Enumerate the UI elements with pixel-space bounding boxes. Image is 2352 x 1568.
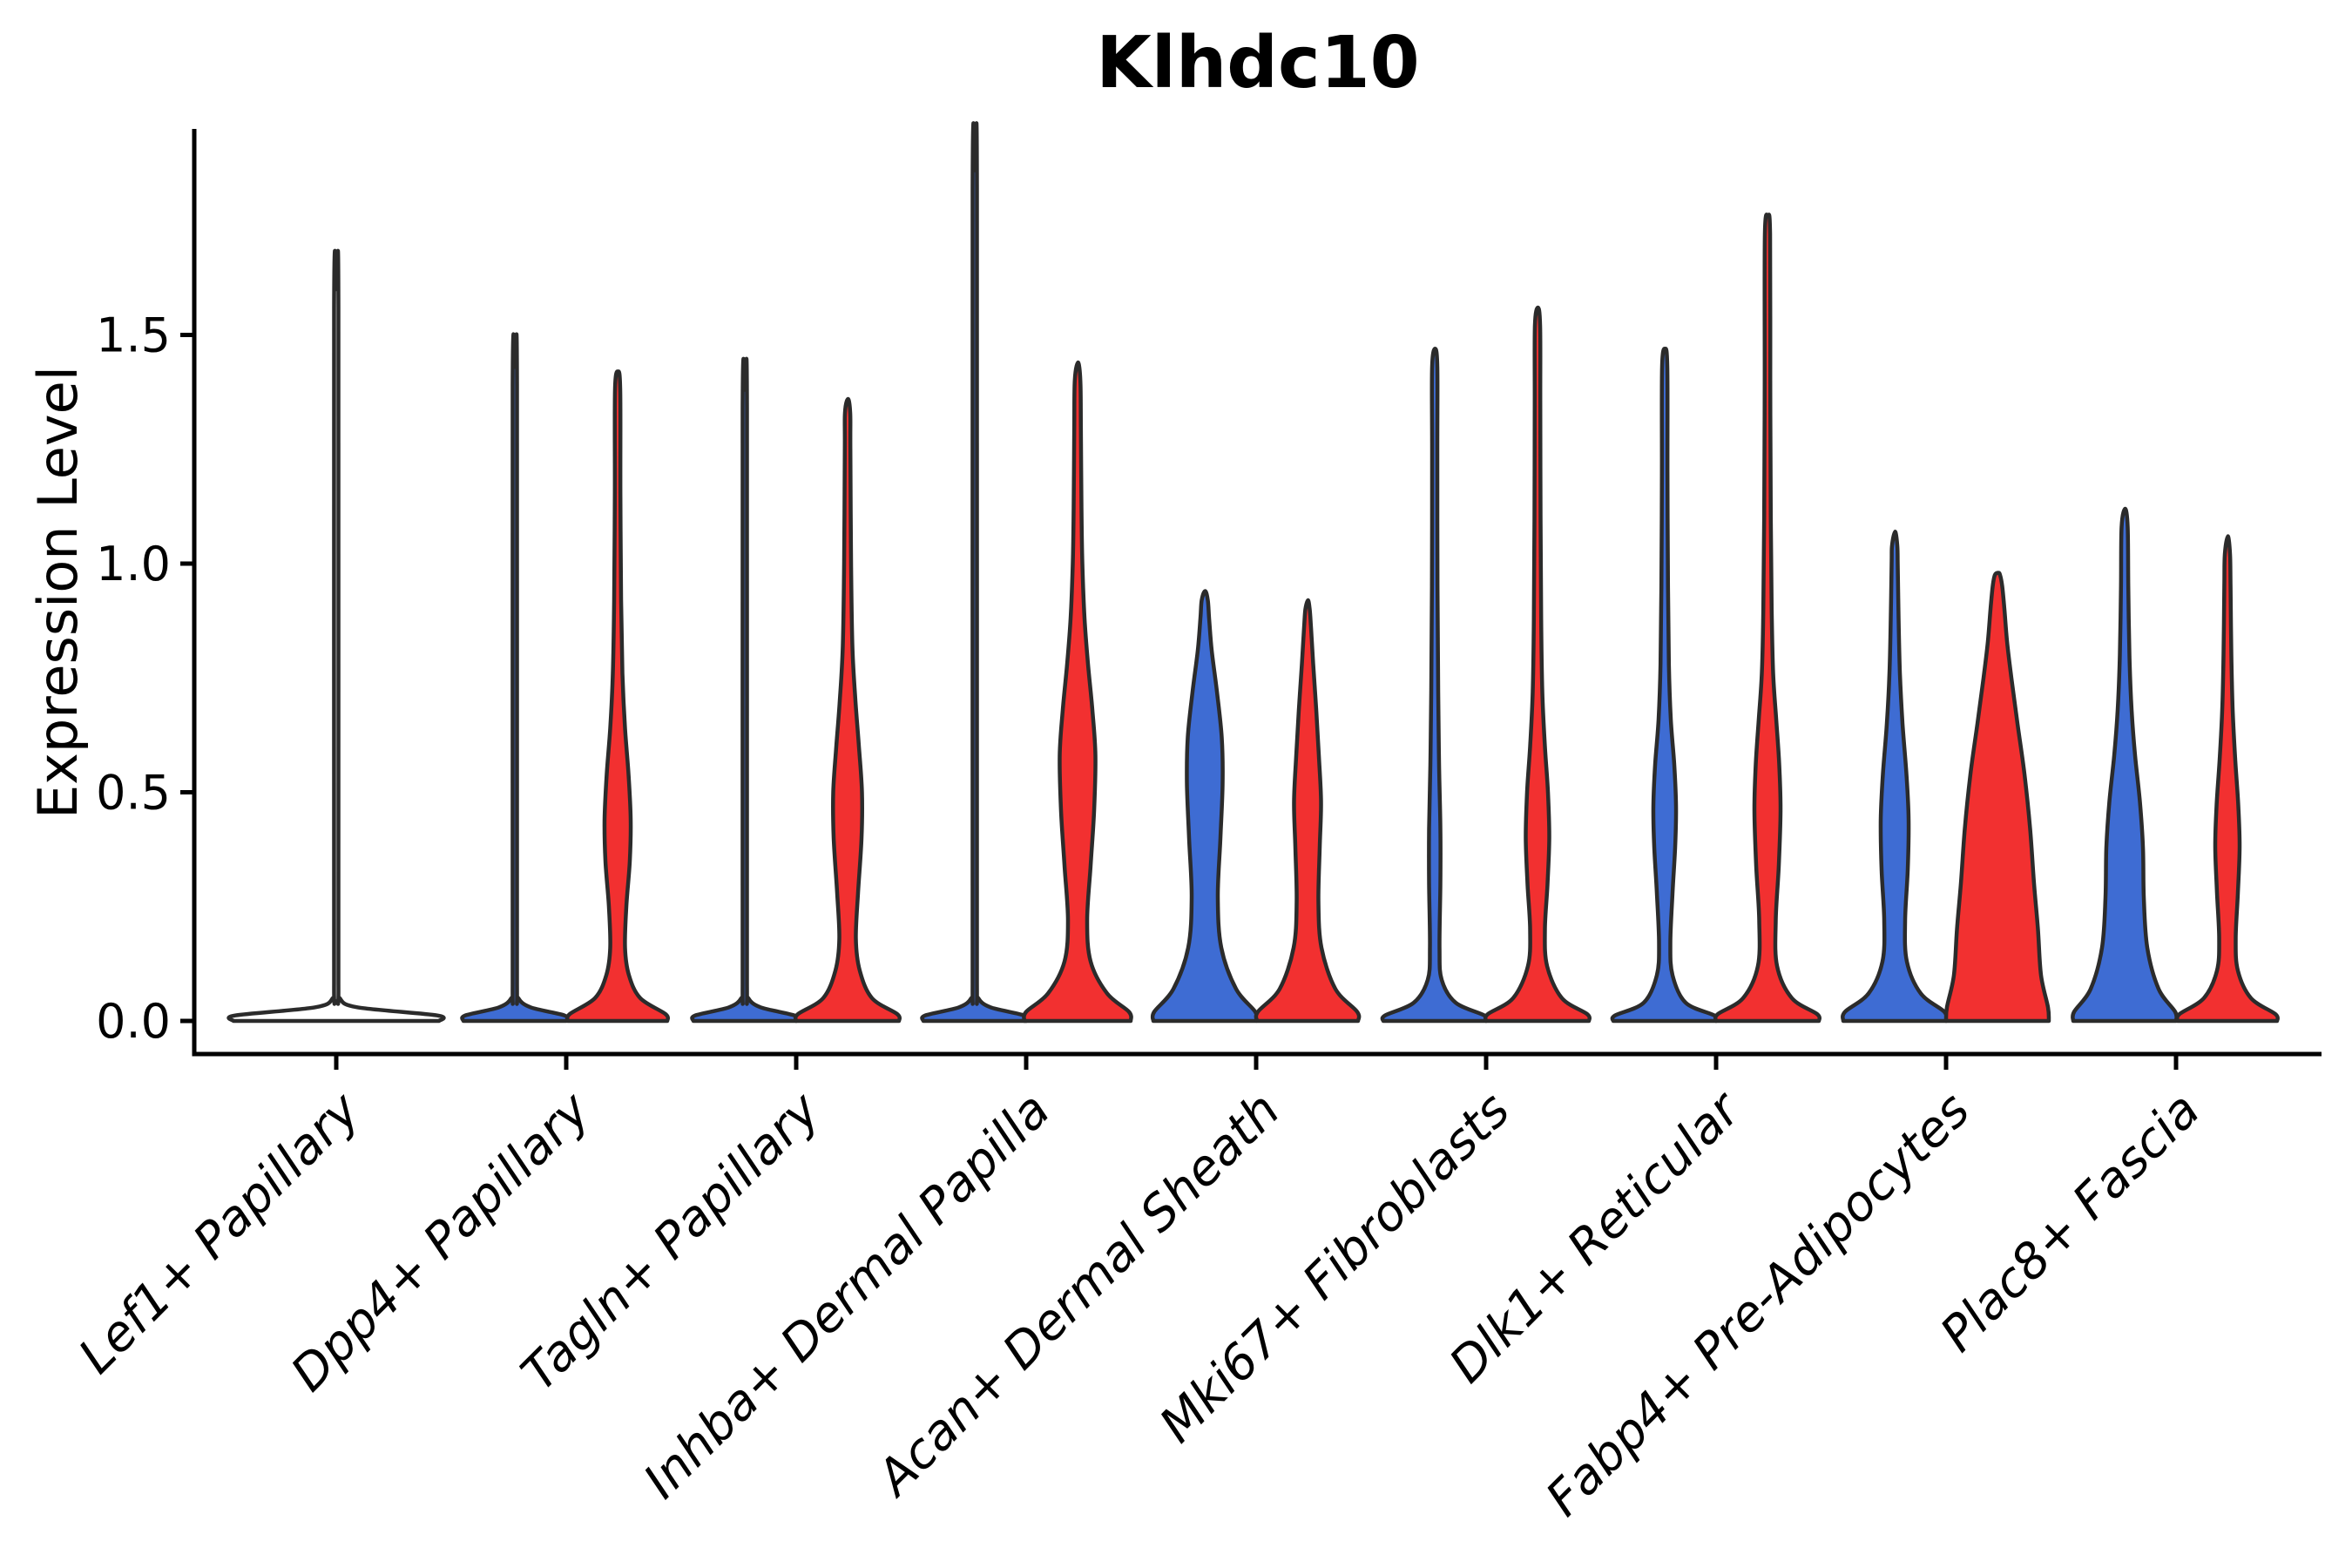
violin-red-dpp4-papillary — [564, 369, 671, 1024]
y-axis-label: Expression Level — [26, 366, 90, 819]
violin-blue-plac8-fascia — [2071, 506, 2179, 1024]
x-tick-label-fabp4-pre-adipocytes: Fabp4+ Pre-Adipocytes — [1536, 1082, 1981, 1527]
violin-blue-dlk1-reticular — [1610, 346, 1720, 1024]
violin-red-acan-dermal-sheath — [1254, 598, 1362, 1024]
violins-layer — [226, 121, 2281, 1024]
y-tick-label: 0.0 — [96, 994, 171, 1049]
violin-red-dlk1-reticular — [1713, 213, 1822, 1024]
violin-red-tagln-papillary — [793, 396, 902, 1024]
violin-red-mki67-fibroblasts — [1483, 305, 1592, 1024]
x-tick-label-inhba-dermal-papilla: Inhba+ Dermal Papilla — [633, 1082, 1061, 1510]
x-tick-label-acan-dermal-sheath: Acan+ Dermal Sheath — [865, 1082, 1291, 1508]
y-tick-label: 1.0 — [96, 537, 171, 591]
violin-red-fabp4-pre-adipocytes — [1943, 571, 2051, 1024]
violin-blue-tagln-papillary — [690, 356, 800, 1024]
y-tick-label: 1.5 — [96, 308, 171, 363]
violin-blue-inhba-dermal-papilla — [920, 121, 1030, 1024]
y-axis-ticks: 0.0 0.5 1.0 1.5 — [96, 308, 194, 1049]
y-tick-label: 0.5 — [96, 766, 171, 821]
violin-red-plac8-fascia — [2174, 534, 2281, 1024]
violin-blue-mki67-fibroblasts — [1380, 347, 1490, 1024]
chart-title: Klhdc10 — [1096, 22, 1419, 105]
violin-red-inhba-dermal-papilla — [1022, 360, 1133, 1024]
violin-blue-acan-dermal-sheath — [1150, 589, 1260, 1024]
violin-blue-dpp4-papillary — [460, 332, 570, 1024]
violin-outline-only-lef1-papillary — [226, 248, 446, 1024]
violin-blue-fabp4-pre-adipocytes — [1841, 530, 1949, 1024]
